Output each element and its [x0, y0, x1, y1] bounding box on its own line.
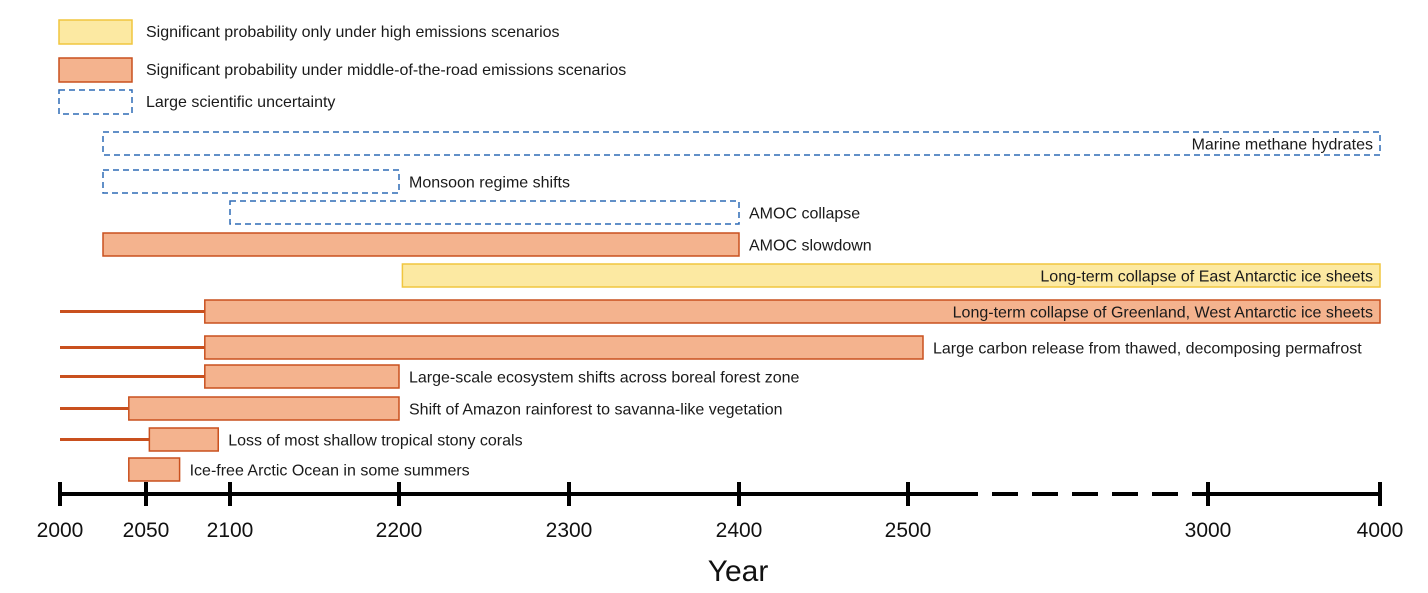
event-label: Ice-free Arctic Ocean in some summers	[190, 463, 470, 480]
event-label: Monsoon regime shifts	[409, 175, 570, 192]
event-label: AMOC slowdown	[749, 238, 872, 255]
legend-swatch-uncertain	[58, 89, 133, 115]
x-tick-label: 2400	[716, 519, 763, 542]
event-bars: Marine methane hydrates Monsoon regime sh…	[60, 131, 1381, 482]
x-tick-label: 2050	[123, 519, 170, 542]
x-tick-label: 4000	[1357, 519, 1404, 542]
x-axis: 2000 2050 2100 2200 2300 2400 2500 3000 4000	[37, 482, 1404, 542]
event-bar	[204, 364, 400, 389]
legend-label-high: Significant probability only under high …	[146, 24, 560, 41]
event-label: Large-scale ecosystem shifts across bore…	[409, 370, 800, 387]
event-label: Long-term collapse of East Antarctic ice…	[1040, 269, 1373, 286]
event-label: Loss of most shallow tropical stony cora…	[228, 433, 522, 450]
event-label: Marine methane hydrates	[1192, 137, 1373, 154]
event-bar	[128, 396, 400, 421]
event-bar	[148, 427, 219, 452]
event-bar	[128, 457, 181, 482]
x-tick-label: 2500	[885, 519, 932, 542]
x-tick-label: 2200	[376, 519, 423, 542]
event-label: Long-term collapse of Greenland, West An…	[953, 305, 1373, 322]
legend-swatch-middle	[58, 57, 133, 83]
event-label: Shift of Amazon rainforest to savanna-li…	[409, 402, 783, 419]
x-tick-label: 2100	[207, 519, 254, 542]
event-bar	[102, 169, 400, 194]
event-bar	[204, 335, 924, 360]
legend-label-middle: Significant probability under middle-of-…	[146, 62, 626, 79]
event-bar	[102, 232, 740, 257]
event-bar	[229, 200, 740, 225]
x-axis-title: Year	[708, 555, 769, 588]
x-tick-label: 3000	[1185, 519, 1232, 542]
x-tick-label: 2300	[546, 519, 593, 542]
x-tick-label: 2000	[37, 519, 84, 542]
legend-swatch-high	[58, 19, 133, 45]
event-bar	[204, 299, 1381, 324]
legend: Significant probability only under high …	[58, 19, 626, 115]
event-bar	[401, 263, 1381, 288]
event-label: AMOC collapse	[749, 206, 860, 223]
event-bar	[102, 131, 1381, 156]
event-label: Large carbon release from thawed, decomp…	[933, 341, 1362, 358]
legend-label-uncertain: Large scientific uncertainty	[146, 94, 335, 111]
